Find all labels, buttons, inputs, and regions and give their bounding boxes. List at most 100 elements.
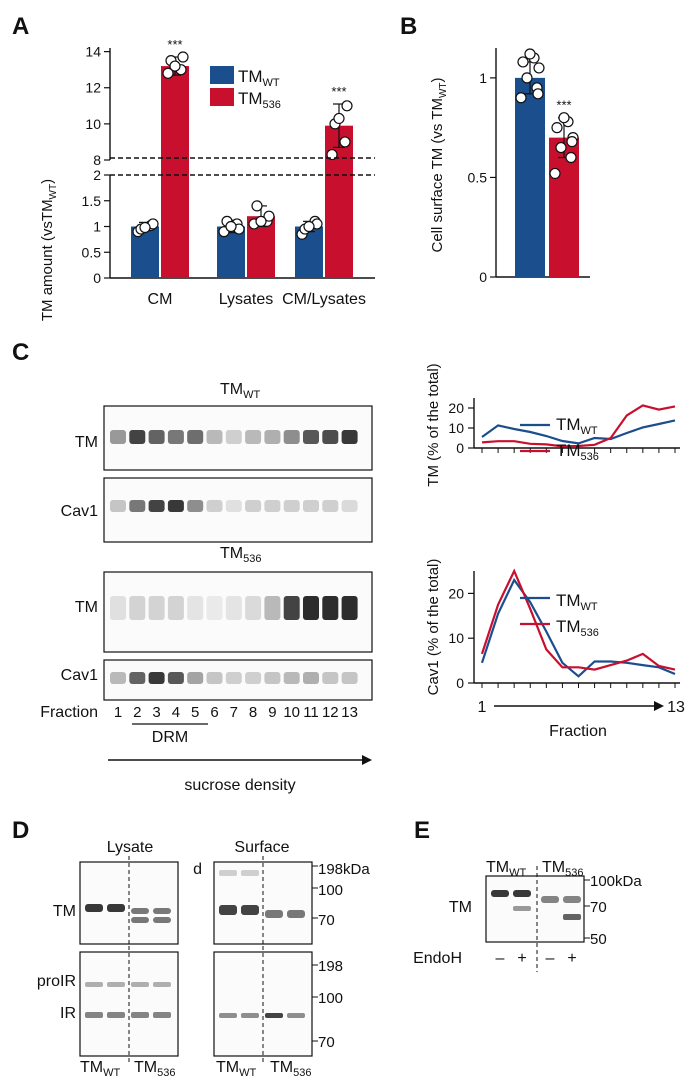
band-c-wt-cav1	[110, 500, 126, 512]
band-c-wt-tm	[206, 430, 223, 444]
a-datapoint	[162, 67, 174, 79]
a-bar	[325, 125, 353, 278]
band-c-536-tm	[283, 596, 300, 620]
band-c-536-tm	[167, 596, 184, 620]
a-category-label: CM/Lysates	[282, 291, 366, 308]
c-series-line-536	[480, 568, 676, 671]
fraction-number: 1	[114, 704, 122, 721]
chart-b-surface: Cell surface TM (vs TMWT) 0 0.5 1 ***	[429, 48, 590, 285]
b-datapoint	[555, 141, 567, 154]
blot-d-d-label: d	[193, 861, 202, 878]
b-bar	[515, 77, 545, 277]
b-datapoint	[565, 151, 577, 164]
a-tick-label: 1	[93, 219, 101, 235]
b-datapoint	[532, 88, 544, 100]
band-c-536-tm	[264, 596, 281, 620]
band-c-wt-cav1	[187, 500, 204, 512]
band-d-lysate-tm	[107, 904, 125, 912]
band-c-536-tm	[303, 596, 319, 620]
endoh-sign: +	[517, 950, 526, 967]
fraction-number: 5	[191, 704, 199, 721]
chart-c1-legend-wt: TMWT	[556, 415, 598, 437]
band-e-tm	[513, 890, 531, 897]
a-datapoint	[139, 221, 151, 234]
mw-d-198-bottom: 198	[318, 958, 343, 975]
band-c-wt-tm	[245, 430, 262, 444]
mw-e-70: 70	[590, 899, 607, 916]
band-e-tm	[491, 890, 509, 897]
b-datapoint	[521, 72, 533, 84]
mw-d-198kda: 198kDa	[318, 861, 370, 878]
a-datapoint	[255, 215, 267, 227]
band-c-536-tm	[148, 596, 165, 620]
mw-d-70-top: 70	[318, 912, 335, 929]
chart-c-tm-fractions: TM (% of the total) 0 10 20 TMWT TM536	[425, 363, 680, 487]
band-c-536-cav1	[206, 672, 223, 684]
band-c-536-tm	[110, 596, 126, 620]
band-d-surface-dimer	[219, 870, 237, 876]
endoh-sign: –	[496, 950, 505, 967]
a-datapoint	[251, 200, 263, 212]
sucrose-label: sucrose density	[184, 777, 295, 794]
blot-d-lysate-title: Lysate	[107, 839, 154, 856]
mw-d-70-bottom: 70	[318, 1034, 335, 1051]
band-c-wt-tm	[110, 430, 126, 444]
chart-c2-x-end: 13	[667, 699, 685, 716]
mw-d-100-bottom: 100	[318, 990, 343, 1007]
b-datapoint	[515, 92, 527, 104]
chart-c2-legend-wt: TMWT	[556, 591, 598, 613]
band-c-wt-tm	[264, 430, 281, 444]
blot-c-row-label-cav1-536: Cav1	[61, 667, 98, 684]
fraction-number: 10	[283, 704, 300, 721]
a-tick-label: 1.5	[82, 193, 102, 209]
blot-c-row-label-cav1-wt: Cav1	[61, 503, 98, 520]
blot-d-row-ir: IR	[60, 1005, 76, 1022]
band-c-536-tm	[341, 596, 358, 620]
band-d-lysate-proir	[153, 982, 171, 987]
band-d-surface-ir	[241, 1013, 259, 1018]
blot-d-surface-536: TM536	[270, 1059, 311, 1079]
b-tick-label: 1	[479, 70, 487, 86]
b-datapoint	[533, 62, 545, 74]
a-datapoint	[341, 100, 353, 112]
band-c-wt-cav1	[225, 500, 242, 512]
a-datapoint	[303, 220, 315, 233]
b-datapoint	[551, 122, 563, 134]
fraction-arrowhead	[654, 701, 664, 711]
legend-label-wt: TMWT	[238, 67, 280, 89]
band-e-tm	[563, 896, 581, 903]
band-c-536-cav1	[129, 672, 146, 684]
a-datapoint	[326, 148, 338, 161]
chart-c2-x-start: 1	[478, 699, 487, 716]
band-c-wt-tm	[148, 430, 165, 444]
chart-c-cav1-fractions: Cav1 (% of the total) 0 10 20 TMWT TM536 1…	[425, 559, 685, 740]
panel-d-blots: Lysate Surface d TM proIR IR 198kDa 100 …	[37, 839, 370, 1079]
fraction-number: 4	[172, 704, 180, 721]
blot-c-row-label-tm-536: TM	[75, 599, 98, 616]
band-c-wt-cav1	[167, 500, 184, 512]
band-c-wt-tm	[322, 430, 339, 444]
chart-a-y-label: TM amount (vsTMWT)	[39, 179, 59, 321]
a-significance: ***	[167, 37, 182, 52]
a-tick-label: 2	[93, 167, 101, 183]
band-d-surface-tm	[241, 905, 259, 915]
b-datapoint	[558, 112, 570, 124]
a-bar	[161, 66, 189, 278]
c-tick-label: 0	[456, 675, 464, 691]
fraction-label: Fraction	[40, 704, 98, 721]
b-tick-label: 0	[479, 269, 487, 285]
blot-d-surface-wt: TMWT	[216, 1059, 256, 1079]
c-tick-label: 20	[448, 400, 464, 416]
fraction-number: 7	[230, 704, 238, 721]
fraction-number: 8	[249, 704, 257, 721]
legend-swatch-536	[210, 88, 234, 106]
band-c-wt-cav1	[206, 500, 223, 512]
panel-label-e: E	[414, 817, 430, 844]
band-c-wt-cav1	[283, 500, 300, 512]
legend-swatch-wt	[210, 66, 234, 84]
blot-c-title-wt: TMWT	[220, 381, 260, 401]
c-series-line-wt	[481, 419, 676, 445]
b-datapoint	[549, 167, 561, 180]
band-d-lysate-proir	[85, 982, 103, 987]
